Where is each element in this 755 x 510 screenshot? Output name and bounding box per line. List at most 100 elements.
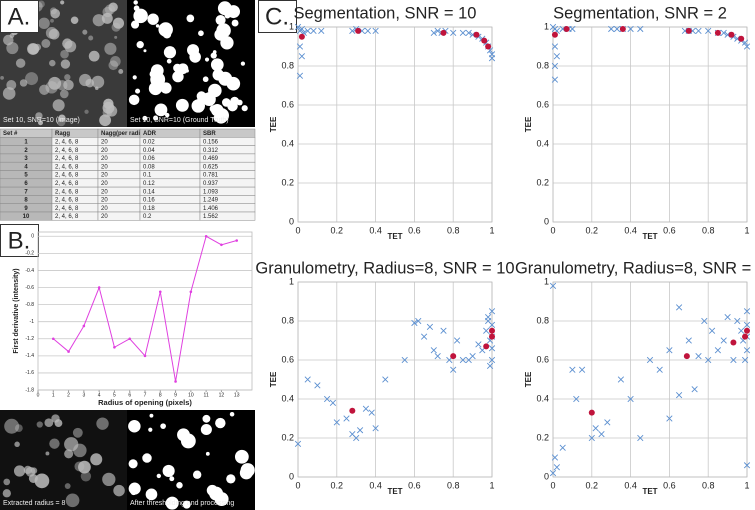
table-text: 20 (101, 206, 108, 212)
x-marker (364, 27, 371, 35)
x-tick-label: 0.8 (447, 225, 460, 235)
chart-title: Segmentation, SNR = 10 (294, 4, 477, 22)
blob (204, 57, 210, 62)
table-text: 2, 4, 6, 8 (55, 156, 79, 162)
x-tick-label: 0.4 (369, 225, 382, 235)
x-marker (298, 53, 305, 60)
x-marker (675, 304, 683, 311)
table-text: 0.781 (203, 173, 219, 179)
blob (177, 428, 190, 442)
chart-title: Granulometry, Radius=8, SNR = 2 (515, 259, 755, 277)
x-tick-label: 0.4 (624, 225, 637, 235)
blob (149, 413, 154, 418)
blob (39, 84, 50, 95)
y-tick-label: 0 (289, 216, 294, 226)
x-marker (434, 352, 441, 360)
y-tick-label: 0.6 (281, 354, 294, 364)
y-tick-label: 0.8 (281, 60, 294, 70)
blob (13, 465, 26, 477)
y-axis-label: First derivative (intensity) (13, 268, 20, 353)
blob (175, 98, 189, 112)
blob (169, 476, 175, 482)
x-tick-label: 1 (489, 225, 494, 235)
y-axis-label: TEE (269, 371, 278, 387)
table-text: 20 (101, 148, 108, 154)
panel-label-box (0, 0, 39, 33)
x-marker (551, 43, 559, 50)
x-tick-label: 0.2 (331, 480, 344, 490)
table-text: 20 (101, 198, 108, 204)
blob (72, 427, 83, 438)
x-marker (559, 444, 566, 451)
x-marker (296, 43, 304, 50)
blob (136, 43, 141, 48)
data-point (97, 286, 101, 289)
x-tick-label: 0.2 (586, 225, 599, 235)
x-marker (714, 347, 722, 354)
blob (128, 94, 140, 106)
x-tick-label: 0.6 (663, 480, 676, 490)
blob (212, 50, 217, 54)
x-marker (362, 405, 370, 412)
blob (241, 105, 248, 112)
x-marker (627, 395, 634, 403)
blob (182, 500, 191, 509)
table-text: 2, 4, 6, 8 (55, 173, 79, 179)
x-tick-label: 3 (82, 392, 85, 398)
y-tick-label: 0 (544, 216, 549, 226)
dot-marker (481, 37, 488, 44)
blob (163, 46, 177, 59)
blob (27, 43, 39, 55)
x-marker (627, 25, 634, 33)
x-tick-label: 0.8 (447, 480, 460, 490)
data-point (113, 345, 116, 349)
table-text: 0.06 (143, 156, 155, 162)
table-cell (199, 211, 256, 221)
dot-marker (619, 25, 626, 32)
blob (60, 49, 69, 59)
blob (92, 14, 105, 27)
x-marker (724, 313, 731, 321)
blob (113, 484, 125, 497)
table-text: 1.406 (203, 206, 219, 212)
x-marker (343, 415, 350, 422)
x-marker (488, 308, 496, 315)
x-tick-label: 0 (550, 225, 555, 235)
x-marker (695, 27, 702, 35)
x-marker (483, 327, 490, 334)
x-tick-label: 1 (52, 392, 55, 398)
x-axis-label: TET (642, 487, 657, 496)
blob (227, 100, 238, 112)
blob (155, 24, 160, 28)
table-text: 2, 4, 6, 8 (55, 206, 79, 212)
table-text: 20 (101, 140, 108, 146)
y-tick-label: 0.6 (536, 354, 549, 364)
x-tick-label: 11 (204, 392, 209, 398)
blob (99, 114, 112, 127)
table-text: 8 (24, 198, 28, 204)
x-marker (608, 25, 615, 33)
x-marker (741, 356, 749, 364)
table-header: Set # (3, 131, 18, 137)
blob (128, 482, 141, 495)
table-text: 10 (23, 214, 30, 220)
table-text: 0.08 (143, 164, 155, 170)
x-tick-label: 9 (174, 392, 177, 398)
x-tick-label: 0.8 (702, 225, 715, 235)
x-marker (553, 53, 560, 60)
blob (19, 79, 28, 87)
blob (173, 63, 182, 73)
data-point (220, 243, 223, 247)
plot-frame (297, 281, 493, 478)
blob (50, 18, 54, 23)
table-header: ADR (143, 131, 157, 137)
y-tick-label: 0.4 (536, 138, 549, 148)
panel-label: A. (8, 3, 31, 30)
x-marker (296, 72, 304, 79)
table-text: 2, 4, 6, 8 (55, 164, 79, 170)
x-tick-label: 12 (219, 392, 225, 398)
blob (176, 482, 183, 489)
dot-marker (440, 29, 447, 36)
data-point (128, 337, 132, 341)
blob (133, 8, 148, 24)
